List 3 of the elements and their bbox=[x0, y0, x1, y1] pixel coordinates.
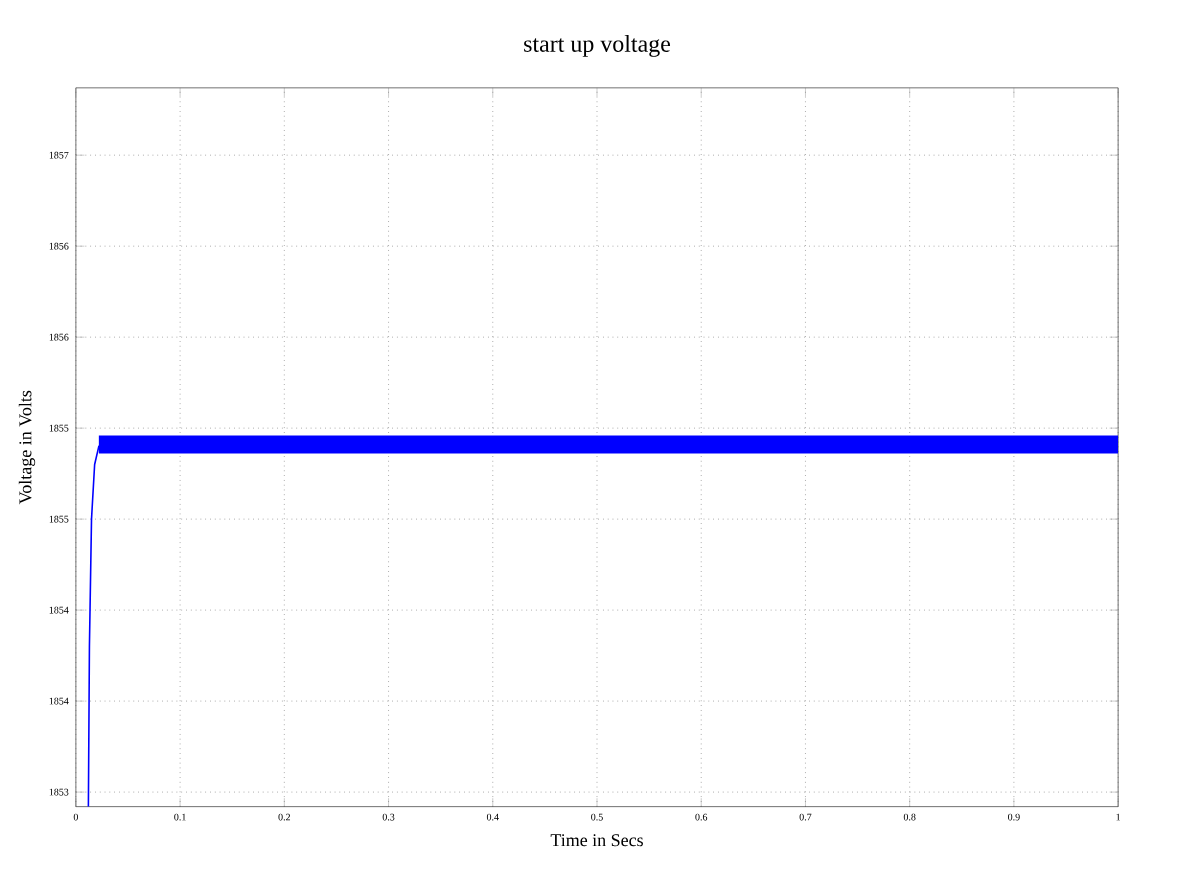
y-axis-title: Voltage in Volts bbox=[18, 390, 36, 504]
chart-title: start up voltage bbox=[524, 34, 671, 57]
x-axis-title: Time in Secs bbox=[550, 833, 643, 847]
